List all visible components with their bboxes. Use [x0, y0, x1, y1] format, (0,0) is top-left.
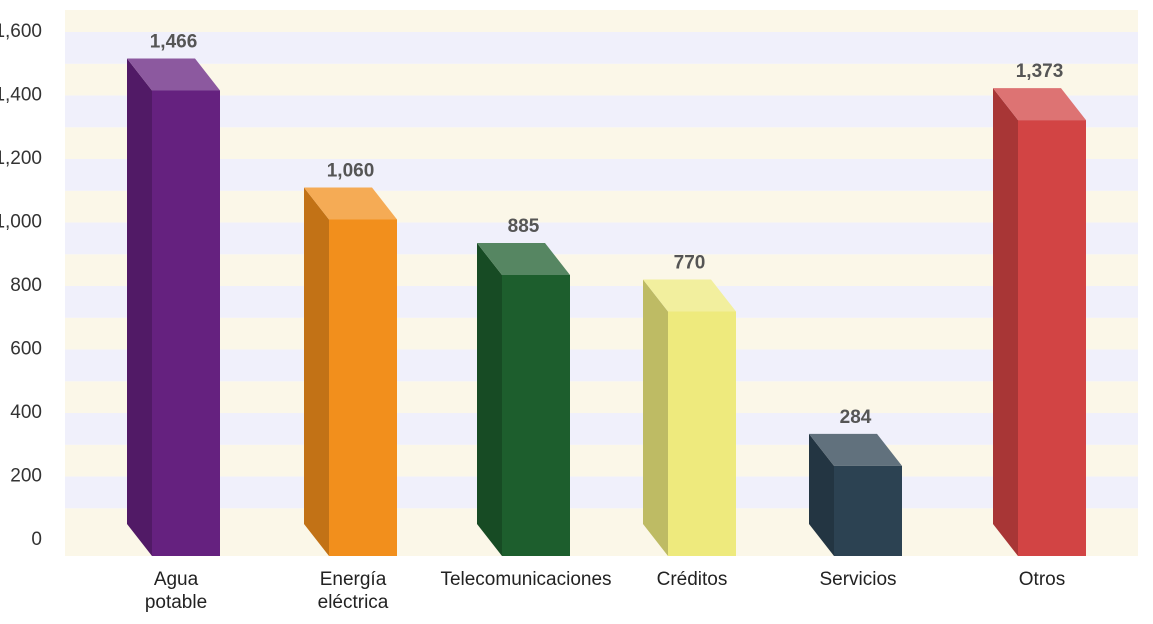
value-label: 770 [674, 253, 706, 274]
band [65, 127, 1138, 159]
bar-side [477, 243, 502, 556]
band [65, 254, 1138, 286]
x-tick-label: Otros [1018, 569, 1066, 590]
bar [304, 187, 397, 556]
band [65, 413, 1138, 445]
bar-top [477, 243, 570, 276]
band [65, 286, 1138, 318]
band [65, 95, 1138, 128]
value-label: 1,466 [150, 32, 198, 53]
bar-top [127, 58, 220, 91]
bar [127, 58, 220, 557]
band [65, 317, 1138, 350]
band [65, 476, 1138, 509]
y-tick-label: 200 [10, 466, 42, 487]
bar-front [502, 275, 570, 556]
band [65, 349, 1138, 382]
value-label: 284 [840, 407, 872, 428]
bar-front [152, 90, 220, 557]
bar-front [834, 465, 902, 556]
bar-top [993, 88, 1086, 121]
bar-top [304, 187, 397, 220]
band [65, 32, 1138, 64]
y-tick-label: 1,600 [0, 21, 42, 42]
bar-side [993, 88, 1018, 556]
band [65, 159, 1138, 191]
bar-side [127, 58, 152, 557]
band [65, 444, 1138, 477]
x-tick-label: Servicios [819, 569, 897, 590]
bar [477, 243, 570, 556]
x-tick-label: Agua potable [144, 569, 208, 613]
bar-top [643, 279, 736, 312]
bar [993, 88, 1086, 556]
y-tick-label: 0 [31, 529, 42, 550]
y-tick-label: 400 [10, 402, 42, 423]
bar-front [668, 311, 736, 556]
x-tick-label: Energía eléctrica [317, 569, 389, 613]
bar-side [304, 187, 329, 556]
x-tick-label: Telecomunicaciones [440, 569, 612, 590]
band [65, 10, 1138, 32]
band [65, 381, 1138, 413]
band [65, 222, 1138, 255]
value-label: 885 [508, 216, 540, 237]
bar-front [329, 219, 397, 556]
y-tick-label: 600 [10, 339, 42, 360]
bar-side [809, 433, 834, 556]
y-tick-label: 1,000 [0, 212, 42, 233]
y-tick-label: 1,400 [0, 85, 42, 106]
x-tick-label: Créditos [656, 569, 728, 590]
bar [809, 433, 902, 556]
y-tick-label: 800 [10, 275, 42, 296]
y-tick-label: 1,200 [0, 148, 42, 169]
band [65, 508, 1138, 556]
band [65, 190, 1138, 223]
band [65, 63, 1138, 96]
value-label: 1,060 [327, 160, 375, 181]
value-label: 1,373 [1016, 61, 1064, 82]
bar-top [809, 433, 902, 466]
bar-front [1018, 120, 1086, 556]
bar [643, 279, 736, 556]
bar-side [643, 279, 668, 556]
